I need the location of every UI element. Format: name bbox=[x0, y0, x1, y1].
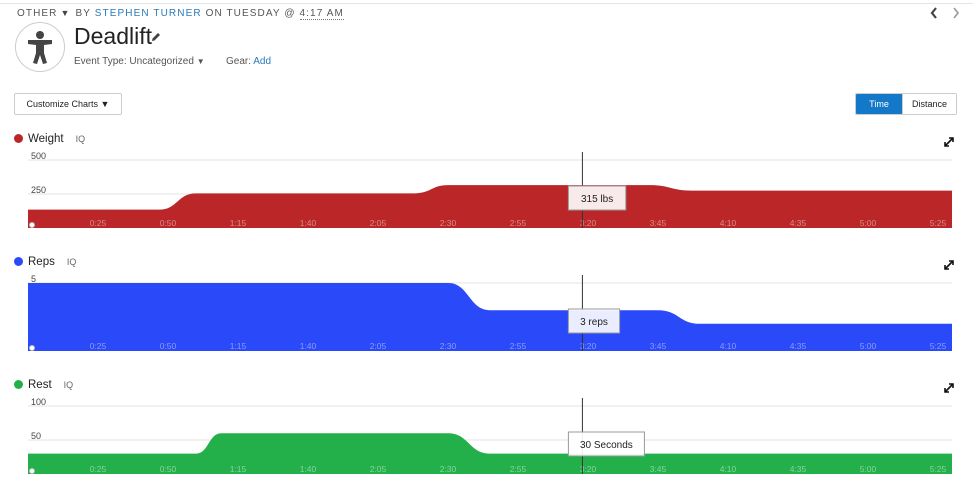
x-tick-label: 3:45 bbox=[650, 464, 667, 474]
x-tick-label: 4:35 bbox=[790, 341, 807, 351]
x-tick-label: 0:50 bbox=[160, 341, 177, 351]
x-tick-label: 0:50 bbox=[160, 218, 177, 228]
x-tick-label: 4:10 bbox=[720, 464, 737, 474]
reps-chart: 5 0:25 0:50 1:15 1:40 2:05 2:30 2:55 3:20 3:45 4:1… bbox=[28, 274, 952, 351]
tooltip-box bbox=[567, 185, 627, 211]
x-tick-label: 1:15 bbox=[230, 464, 247, 474]
x-tick-label: 1:40 bbox=[300, 464, 317, 474]
reps-iq-label[interactable]: IQ bbox=[66, 257, 77, 267]
gear-add-link[interactable]: Add bbox=[253, 56, 272, 67]
weight-chart-header: Weight IQ bbox=[14, 133, 85, 145]
expand-icon[interactable] bbox=[944, 257, 954, 275]
reps-area bbox=[28, 283, 952, 351]
x-tick-label: 2:05 bbox=[370, 218, 387, 228]
reps-chart-header: Reps IQ bbox=[14, 256, 76, 268]
rest-legend-dot bbox=[14, 380, 23, 389]
x-tick-label: 2:30 bbox=[440, 341, 457, 351]
chevron-right-icon[interactable] bbox=[951, 5, 961, 25]
x-tick-label: 3:45 bbox=[650, 218, 667, 228]
expand-icon[interactable] bbox=[944, 380, 954, 398]
page-title: Deadlift bbox=[74, 23, 152, 49]
x-tick-label: 2:05 bbox=[370, 341, 387, 351]
author-link[interactable]: STEPHEN TURNER bbox=[94, 8, 202, 19]
x-tick-label: 2:55 bbox=[510, 341, 527, 351]
x-tick-label: 0:25 bbox=[90, 464, 107, 474]
weight-chart: 500 250 0:25 0:50 1:15 1:40 2:05 2:30 2:55 3:20 3:… bbox=[28, 151, 952, 228]
distance-toggle-button[interactable]: Distance bbox=[902, 94, 957, 114]
origin-marker bbox=[29, 345, 35, 351]
x-tick-label: 4:35 bbox=[790, 218, 807, 228]
x-tick-label: 3:20 bbox=[580, 464, 597, 474]
event-type-dropdown[interactable]: Uncategorized ▼ bbox=[129, 56, 204, 67]
x-axis-toggle: Time Distance bbox=[855, 93, 958, 115]
caret-down-icon: ▼ bbox=[196, 57, 205, 66]
top-divider bbox=[0, 3, 973, 4]
x-tick-label: 5:00 bbox=[860, 218, 877, 228]
event-type-label: Event Type: bbox=[74, 56, 127, 67]
rest-chart-header: Rest IQ bbox=[14, 379, 73, 391]
event-type: Event Type: Uncategorized ▼ bbox=[74, 56, 205, 67]
y-tick-label: 100 bbox=[31, 397, 46, 407]
x-tick-label: 5:25 bbox=[930, 464, 947, 474]
x-tick-label: 3:45 bbox=[650, 341, 667, 351]
x-tick-label: 2:55 bbox=[510, 218, 527, 228]
category-caret-icon[interactable]: ▼ bbox=[60, 8, 71, 18]
rest-chart: 100 50 0:25 0:50 1:15 1:40 2:05 2:30 2:55 3:20 3:4… bbox=[28, 397, 952, 474]
weight-chart-title: Weight bbox=[28, 133, 64, 145]
y-tick-label: 250 bbox=[31, 185, 46, 195]
y-tick-label: 50 bbox=[31, 431, 41, 441]
weight-area bbox=[28, 185, 952, 228]
date-label: ON TUESDAY @ bbox=[205, 8, 296, 19]
expand-icon[interactable] bbox=[944, 134, 954, 152]
time-link[interactable]: 4:17 AM bbox=[299, 8, 344, 20]
x-tick-label: 5:25 bbox=[930, 218, 947, 228]
x-tick-label: 5:00 bbox=[860, 464, 877, 474]
x-tick-label: 1:15 bbox=[230, 341, 247, 351]
x-tick-label: 2:30 bbox=[440, 218, 457, 228]
reps-chart-title: Reps bbox=[28, 256, 55, 268]
customize-charts-button[interactable]: Customize Charts ▼ bbox=[14, 93, 122, 115]
rest-chart-title: Rest bbox=[28, 379, 52, 391]
y-tick-label: 5 bbox=[31, 274, 36, 284]
x-tick-label: 1:40 bbox=[300, 341, 317, 351]
x-tick-label: 5:00 bbox=[860, 341, 877, 351]
category-label[interactable]: OTHER bbox=[17, 8, 58, 19]
x-tick-label: 5:25 bbox=[930, 341, 947, 351]
weight-iq-label[interactable]: IQ bbox=[75, 134, 86, 144]
by-label: BY bbox=[75, 8, 91, 19]
person-icon bbox=[15, 22, 65, 72]
x-tick-label: 4:35 bbox=[790, 464, 807, 474]
tooltip-text: 30 Seconds bbox=[580, 440, 633, 451]
x-tick-label: 3:20 bbox=[580, 218, 597, 228]
x-tick-label: 2:55 bbox=[510, 464, 527, 474]
x-tick-label: 0:50 bbox=[160, 464, 177, 474]
y-tick-label: 500 bbox=[31, 151, 46, 161]
x-tick-label: 4:10 bbox=[720, 218, 737, 228]
x-tick-label: 4:10 bbox=[720, 341, 737, 351]
weight-legend-dot bbox=[14, 134, 23, 143]
x-tick-label: 0:25 bbox=[90, 218, 107, 228]
tooltip-text: 315 lbs bbox=[581, 194, 613, 205]
event-type-value: Uncategorized bbox=[129, 56, 194, 67]
rest-iq-label[interactable]: IQ bbox=[63, 380, 74, 390]
chevron-left-icon[interactable] bbox=[929, 5, 939, 25]
x-tick-label: 2:30 bbox=[440, 464, 457, 474]
x-tick-label: 2:05 bbox=[370, 464, 387, 474]
gear-label: Gear: bbox=[226, 56, 252, 67]
time-toggle-button[interactable]: Time bbox=[856, 94, 902, 114]
x-tick-label: 3:20 bbox=[580, 341, 597, 351]
rest-area bbox=[28, 433, 952, 474]
reps-legend-dot bbox=[14, 257, 23, 266]
x-tick-label: 1:40 bbox=[300, 218, 317, 228]
tooltip-box bbox=[567, 431, 645, 457]
pencil-icon[interactable] bbox=[150, 30, 162, 48]
activity-meta: OTHER ▼ BY STEPHEN TURNER ON TUESDAY @ 4:1… bbox=[17, 8, 344, 20]
x-tick-label: 0:25 bbox=[90, 341, 107, 351]
origin-marker bbox=[29, 222, 35, 228]
x-tick-label: 1:15 bbox=[230, 218, 247, 228]
gear: Gear: Add bbox=[226, 56, 271, 67]
tooltip-text: 3 reps bbox=[580, 317, 608, 328]
origin-marker bbox=[29, 468, 35, 474]
tooltip-box bbox=[567, 308, 621, 334]
